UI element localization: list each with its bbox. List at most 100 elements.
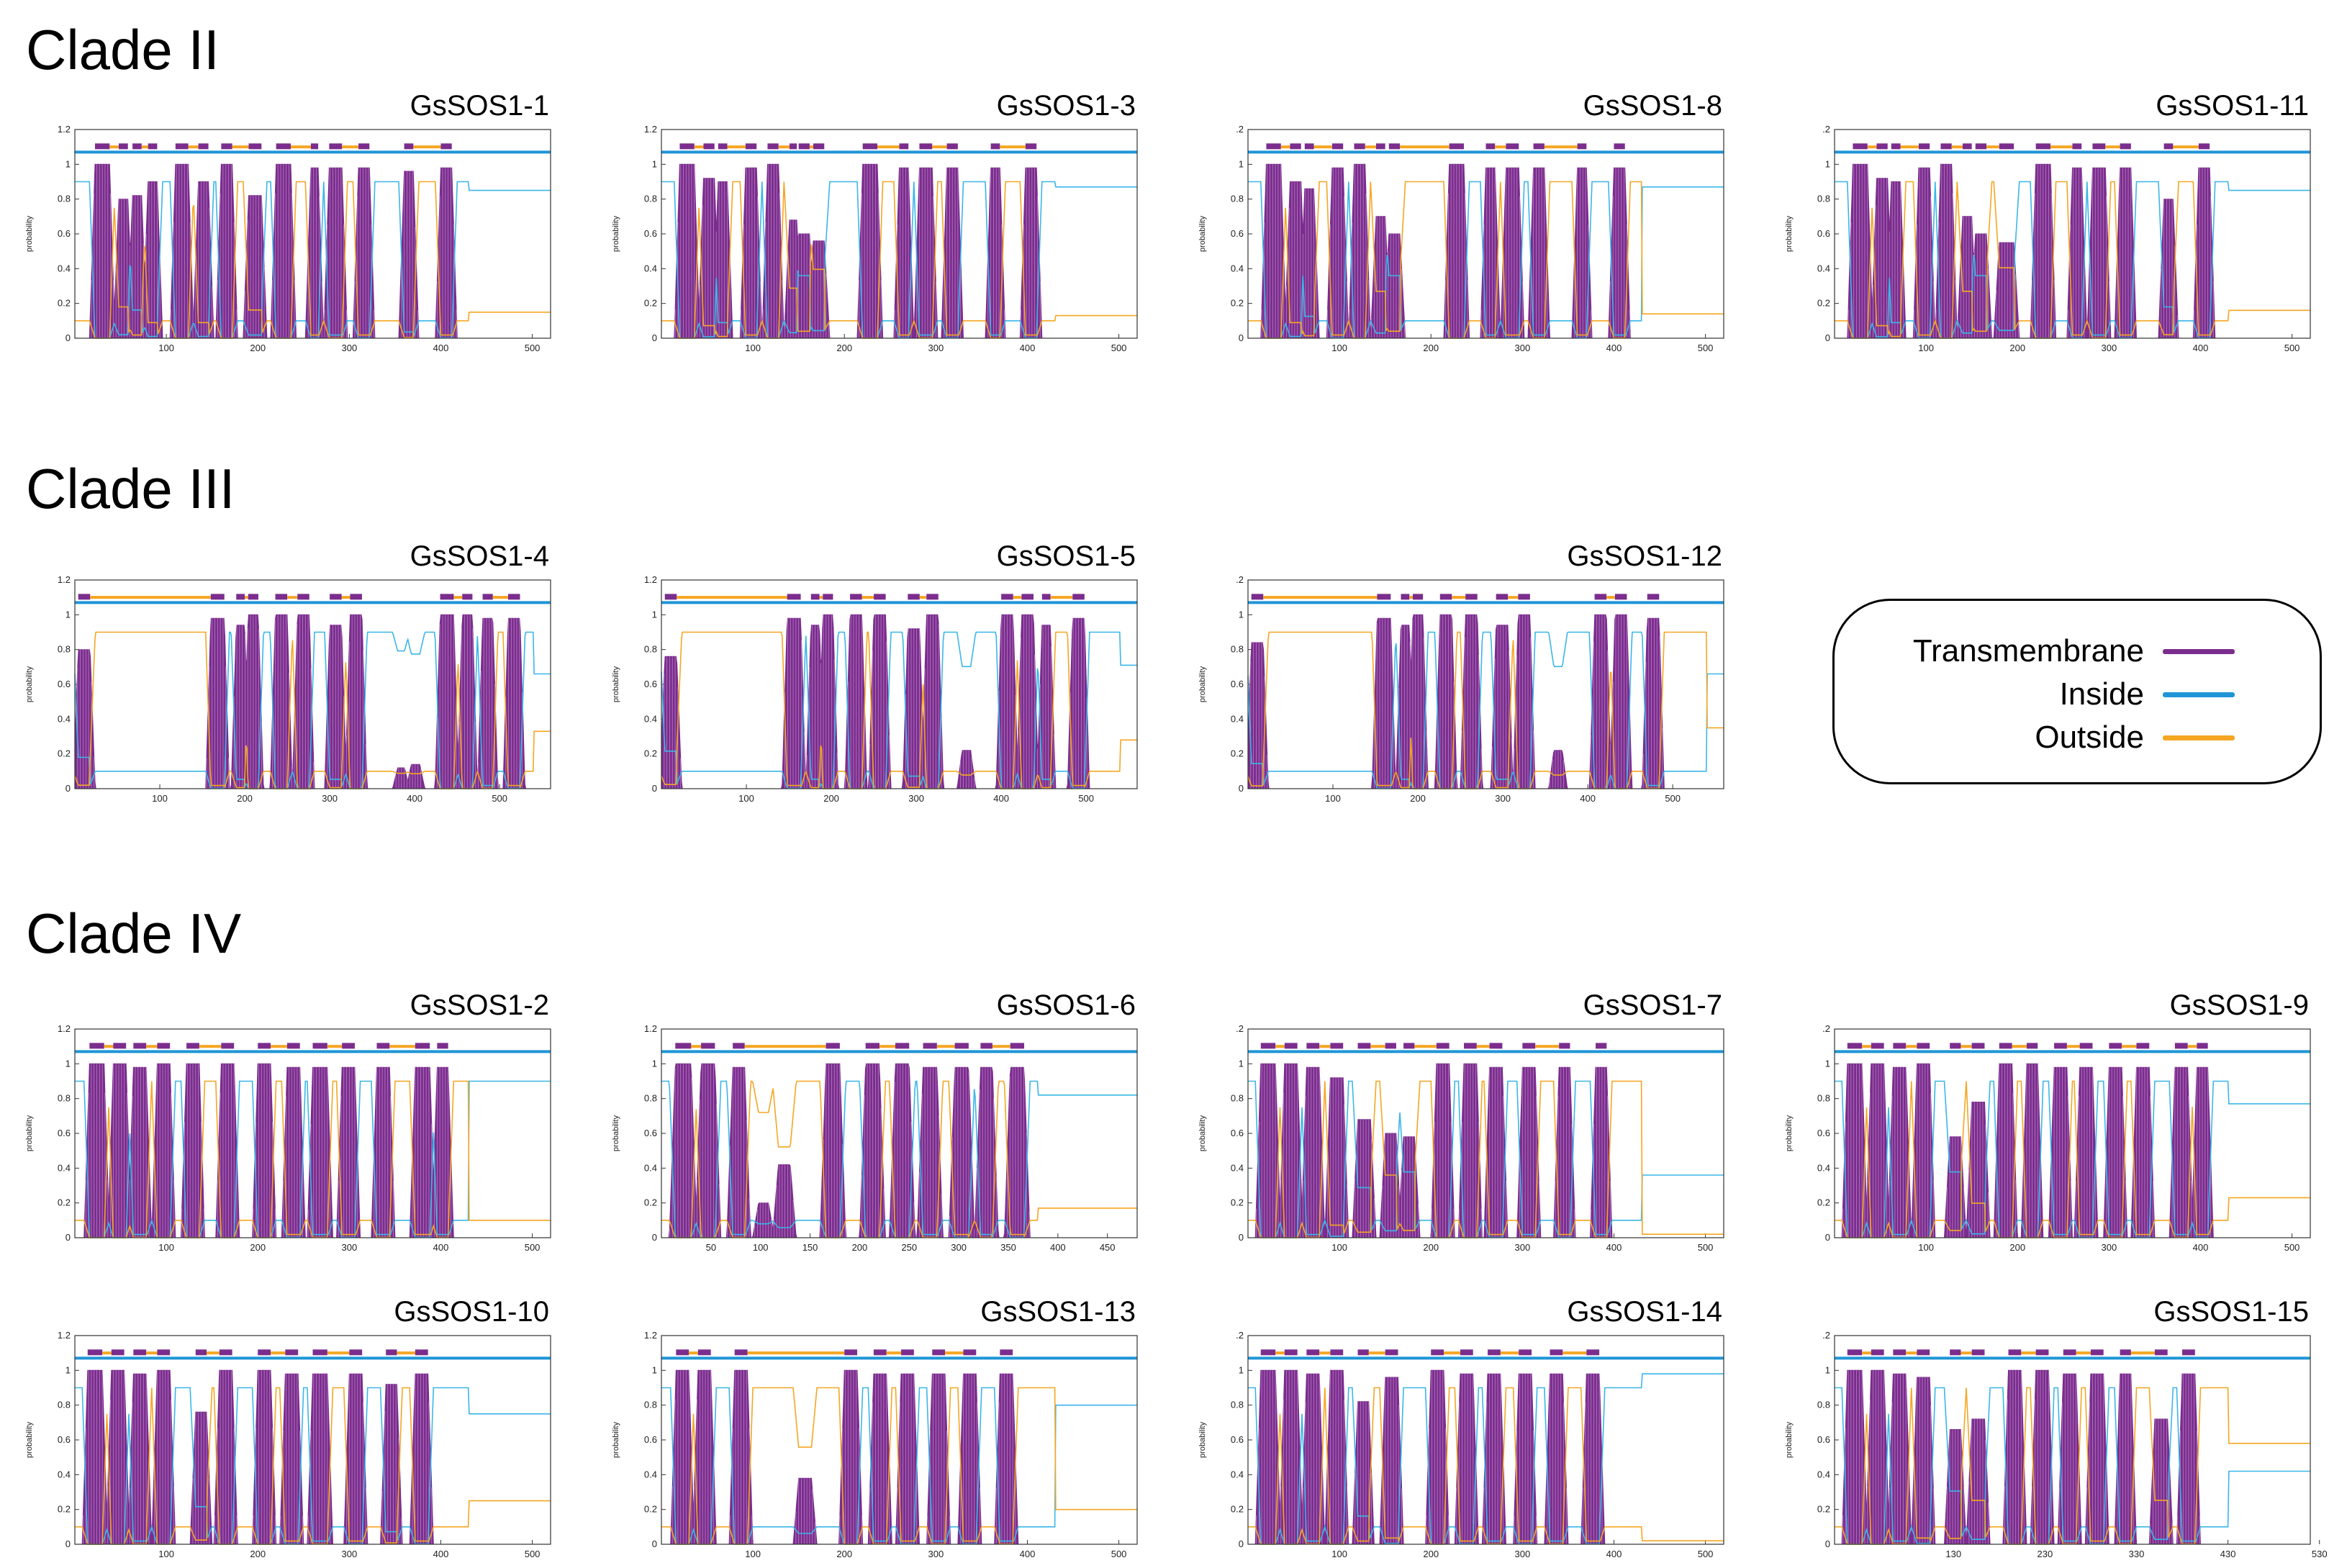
- chart-gssos1-5: GsSOS1-5 probability 0 0.2 0.4 0.6 0.8 1 1.2 100 2…: [612, 540, 1138, 804]
- x-tick-label: 500: [492, 793, 507, 804]
- topology-bar-tm: [1025, 143, 1037, 150]
- topology-bar-tm: [745, 143, 757, 150]
- y-tick-label: 0.6: [1231, 1128, 1244, 1138]
- topology-bar-tm: [899, 143, 909, 150]
- topology-bar-tm: [664, 594, 677, 600]
- y-tick-label: 0.8: [1817, 1093, 1830, 1104]
- plot-frame: [74, 1028, 551, 1238]
- x-tick-label: 50: [706, 1242, 716, 1253]
- transmembrane-area: [74, 614, 551, 789]
- y-axis-label: probability: [25, 1115, 34, 1151]
- topology-bar-tm: [2092, 143, 2106, 150]
- topology-bar-tm: [157, 1043, 171, 1049]
- y-axis-label: probability: [1785, 1421, 1794, 1458]
- topology-bar-tm: [767, 143, 779, 150]
- x-tick-label: 100: [158, 343, 174, 353]
- topology-bar-tm: [78, 594, 91, 600]
- topology-bar-tm: [990, 143, 1000, 150]
- y-tick-label: 0.2: [58, 1197, 71, 1208]
- topology-bar-tm: [195, 1349, 207, 1356]
- inside-line: [75, 1080, 551, 1238]
- y-axis-label: probability: [612, 1421, 620, 1458]
- topology-bar-tm: [2163, 143, 2174, 150]
- y-tick-label: 0.6: [1231, 679, 1244, 689]
- y-tick-label: 0.6: [1231, 228, 1244, 239]
- x-tick-label: 400: [2193, 343, 2209, 353]
- y-tick-label: 0: [652, 332, 657, 343]
- x-tick-label: 350: [1000, 1242, 1016, 1253]
- y-tick-label: 0.2: [1231, 1504, 1244, 1515]
- topology-bar-tm: [701, 1043, 715, 1049]
- y-tick-label: 1.2: [644, 574, 657, 585]
- x-tick-label: 100: [1918, 1242, 1934, 1253]
- x-tick-label: 400: [1606, 1242, 1622, 1253]
- topology-bar-tm: [404, 143, 414, 150]
- topology-bar-tm: [923, 1043, 937, 1049]
- topology-bar-tm: [733, 1043, 745, 1049]
- topology-bar-tm: [119, 143, 128, 150]
- topology-bar-tm: [133, 1349, 147, 1356]
- topology-bar-tm: [1971, 1043, 1985, 1049]
- transmembrane-stripes: [671, 1370, 1016, 1544]
- chart-title: GsSOS1-9: [2170, 989, 2309, 1021]
- topology-bar-tm: [1460, 1349, 1473, 1356]
- topology-bar-tm: [87, 1349, 103, 1356]
- y-tick-label: 1: [65, 1058, 71, 1069]
- y-tick-label: 0: [65, 783, 71, 794]
- y-axis-label: probability: [1198, 215, 1207, 252]
- x-tick-label: 500: [525, 1242, 541, 1253]
- topology-bar-tm: [437, 1043, 448, 1049]
- x-tick-label: 200: [250, 1549, 266, 1559]
- topology-bar-tm: [376, 1043, 390, 1049]
- topology-bar-tm: [1519, 1349, 1532, 1356]
- clade-iv-label: Clade IV: [26, 902, 242, 965]
- topology-bar-tm: [1041, 594, 1051, 600]
- x-tick-label: 100: [738, 793, 754, 804]
- x-tick-label: 400: [2193, 1242, 2209, 1253]
- chart-gssos1-12: GsSOS1-12 probability .2 1 0.8 0.6 0.4 0.2 0 100 2…: [1198, 540, 1724, 804]
- y-axis-label: probability: [612, 1115, 620, 1151]
- x-tick-label: 100: [158, 1549, 174, 1559]
- topology-bar-tm: [1284, 1349, 1298, 1356]
- topology-bar-tm: [1522, 1043, 1536, 1049]
- chart-title: GsSOS1-11: [2156, 90, 2309, 122]
- topology-bar-tm: [1893, 1043, 1907, 1049]
- y-tick-label: 1: [1239, 158, 1244, 169]
- topology-bar-tm: [2197, 1043, 2208, 1049]
- topology-bar-tm: [1917, 1349, 1930, 1356]
- topology-bar-tm: [826, 1043, 840, 1049]
- topology-bar-tm: [175, 143, 189, 150]
- legend: Transmembrane Inside Outside: [1832, 599, 2322, 784]
- y-tick-label: 1.2: [58, 1023, 71, 1034]
- transmembrane-stripes: [1247, 615, 1663, 789]
- x-tick-label: 300: [1495, 793, 1511, 804]
- clade-iii-label: Clade III: [26, 457, 235, 520]
- topology-bar-tm: [1489, 1043, 1503, 1049]
- topology-bar-tm: [2008, 1349, 2022, 1356]
- inside-line: [1248, 181, 1724, 339]
- topology-bar-tm: [1559, 1043, 1570, 1049]
- topology-bar-tm: [1893, 1349, 1907, 1356]
- plot-frame: [661, 1028, 1138, 1238]
- topology-bar-tm: [1518, 594, 1530, 600]
- y-axis-label: probability: [1198, 666, 1207, 702]
- topology-bar-tm: [1377, 594, 1391, 600]
- y-tick-label: 0.6: [58, 1128, 71, 1138]
- topology-bar-tm: [874, 594, 886, 600]
- y-tick-label: 0.2: [58, 298, 71, 309]
- x-tick-label: 100: [1325, 793, 1341, 804]
- y-tick-label: 0.2: [1817, 298, 1830, 309]
- topology-bar-tm: [813, 143, 825, 150]
- topology-bar-tm: [697, 1349, 711, 1356]
- chart-gssos1-15: GsSOS1-15 probability .2 1 0.8 0.6 0.4 0.2 0 130 2…: [1785, 1296, 2328, 1559]
- y-tick-label: 0.8: [644, 644, 657, 655]
- topology-bar-tm: [919, 143, 933, 150]
- topology-bar-tm: [1354, 143, 1365, 150]
- topology-bar-tm: [2109, 1043, 2122, 1049]
- topology-bar-tm: [1001, 594, 1013, 600]
- transmembrane-stripes: [1842, 1064, 2211, 1238]
- x-tick-label: 200: [237, 793, 253, 804]
- y-tick-label: .2: [1822, 124, 1830, 135]
- topology-bar-tm: [358, 143, 370, 150]
- chart-gssos1-13: GsSOS1-13 probability 0 0.2 0.4 0.6 0.8 1 1.2 100…: [612, 1296, 1138, 1559]
